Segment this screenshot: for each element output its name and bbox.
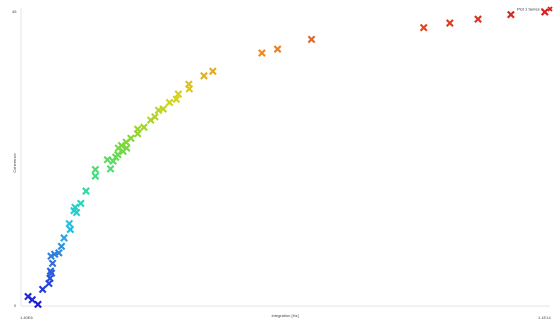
- data-points: [24, 8, 549, 309]
- data-point-stroke: [208, 67, 217, 76]
- data-point: [60, 234, 68, 242]
- data-point: [165, 98, 174, 107]
- axes: [20, 8, 550, 307]
- data-point-stroke: [60, 234, 68, 242]
- data-point: [151, 112, 159, 121]
- data-point: [91, 172, 100, 180]
- data-point: [57, 242, 66, 251]
- data-point: [38, 285, 47, 294]
- data-point-stroke: [38, 285, 47, 294]
- data-point-stroke: [419, 23, 428, 32]
- data-point-stroke: [91, 165, 100, 174]
- data-point-stroke: [122, 144, 131, 152]
- data-point: [200, 71, 208, 80]
- x-tick-label-min: 1.40E6: [20, 315, 33, 320]
- data-point-stroke: [200, 71, 208, 80]
- data-point-stroke: [45, 279, 53, 288]
- data-point: [71, 203, 79, 212]
- data-point: [46, 267, 55, 276]
- legend-label: Plot 1 Series 1: [517, 7, 544, 12]
- data-point-stroke: [24, 292, 32, 301]
- data-point: [445, 19, 454, 27]
- data-point-stroke: [507, 10, 515, 19]
- data-point-stroke: [57, 242, 66, 251]
- data-point: [48, 259, 57, 268]
- data-point: [273, 45, 282, 53]
- data-point-stroke: [307, 35, 316, 44]
- data-point: [122, 144, 131, 152]
- data-point-stroke: [140, 123, 148, 132]
- y-tick-label-min: 0: [14, 303, 17, 308]
- data-point-stroke: [159, 105, 168, 113]
- data-point-stroke: [154, 106, 163, 115]
- data-point-stroke: [71, 203, 79, 212]
- data-point-stroke: [184, 80, 193, 89]
- data-point-stroke: [48, 259, 57, 268]
- data-point-stroke: [172, 95, 181, 104]
- data-point: [72, 208, 81, 217]
- data-point-stroke: [66, 225, 75, 234]
- legend-marker: [547, 6, 553, 12]
- data-point-stroke: [46, 267, 55, 276]
- data-point-stroke: [46, 274, 54, 283]
- data-point: [133, 125, 142, 134]
- data-point: [65, 219, 74, 228]
- data-point: [258, 49, 266, 57]
- data-point-stroke: [445, 19, 454, 27]
- legend: Plot 1 Series 1: [517, 6, 553, 12]
- x-axis-title: Integration [Hz]: [271, 313, 298, 318]
- data-point: [82, 187, 90, 195]
- data-point-stroke: [47, 252, 55, 261]
- data-point: [54, 249, 63, 257]
- y-tick-label-max: 45: [12, 9, 17, 14]
- data-point-stroke: [65, 219, 74, 228]
- data-point: [34, 300, 42, 309]
- data-point-stroke: [474, 15, 482, 24]
- data-point-stroke: [106, 165, 115, 173]
- data-point-stroke: [540, 8, 549, 16]
- x-tick-label-max: 1.1E14: [538, 315, 551, 320]
- data-point: [208, 67, 217, 76]
- data-point-stroke: [133, 125, 142, 134]
- data-point-stroke: [72, 208, 81, 217]
- data-point: [159, 105, 168, 113]
- data-point-stroke: [165, 98, 174, 107]
- data-point: [91, 165, 100, 174]
- data-point-stroke: [34, 300, 42, 309]
- data-point-stroke: [54, 249, 63, 257]
- data-point: [474, 15, 482, 24]
- data-point: [172, 95, 181, 104]
- y-axis-title: Coherence: [12, 152, 17, 172]
- data-point: [307, 35, 316, 44]
- data-point-stroke: [91, 172, 100, 180]
- data-point: [507, 10, 515, 19]
- data-point-stroke: [273, 45, 282, 53]
- data-point-stroke: [103, 155, 112, 164]
- data-point: [106, 165, 115, 173]
- data-point: [103, 155, 112, 164]
- data-point: [126, 134, 135, 143]
- data-point-stroke: [82, 187, 90, 195]
- data-point-stroke: [76, 199, 85, 208]
- data-point: [184, 80, 193, 89]
- data-point: [140, 123, 148, 132]
- data-point-stroke: [113, 150, 122, 159]
- data-point: [540, 8, 549, 16]
- data-point: [28, 295, 37, 304]
- data-point-stroke: [174, 90, 183, 98]
- data-point: [174, 90, 183, 98]
- data-point-stroke: [28, 295, 37, 304]
- data-point: [66, 225, 75, 234]
- data-point: [45, 279, 53, 288]
- data-point: [76, 199, 85, 208]
- data-point: [113, 150, 122, 159]
- data-point: [419, 23, 428, 32]
- data-point-stroke: [126, 134, 135, 143]
- data-point-stroke: [151, 112, 159, 121]
- data-point-stroke: [50, 250, 59, 259]
- data-point: [47, 252, 55, 261]
- data-point-stroke: [258, 49, 266, 57]
